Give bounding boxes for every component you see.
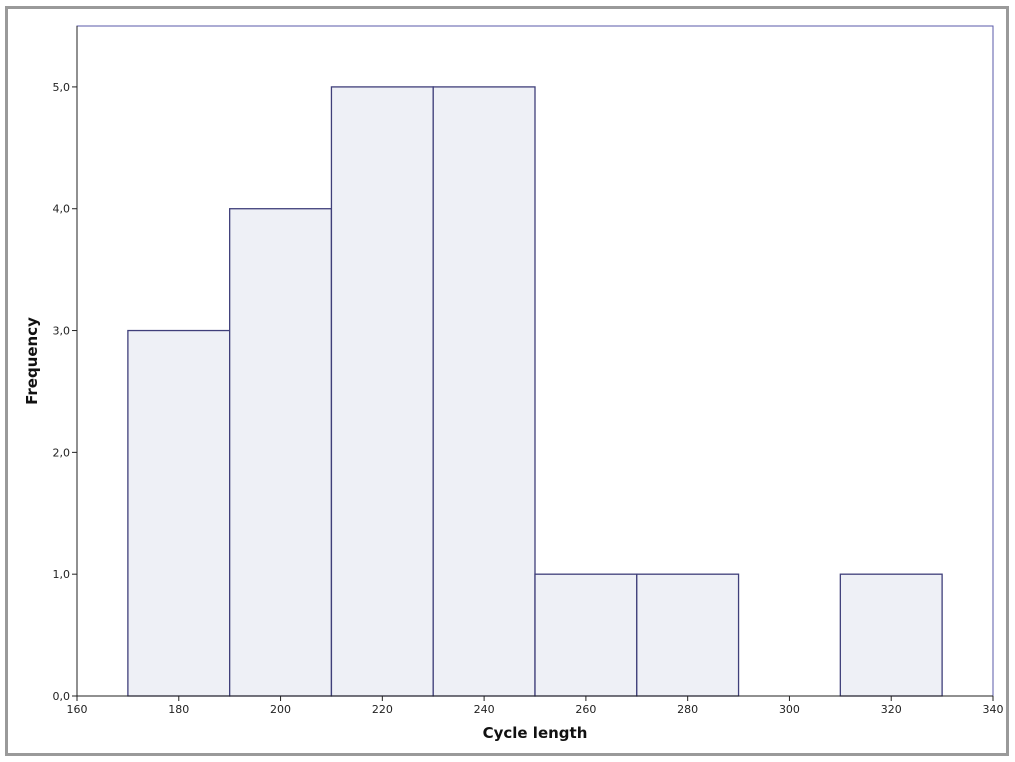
- x-tick-label: 160: [67, 703, 88, 716]
- x-tick-label: 260: [575, 703, 596, 716]
- y-tick-label: 2,0: [53, 446, 71, 459]
- x-tick-label: 220: [372, 703, 393, 716]
- x-tick-label: 300: [779, 703, 800, 716]
- x-tick-label: 320: [881, 703, 902, 716]
- x-axis: 160 180 200 220 240 260 280 300 320 340: [67, 695, 1004, 716]
- histogram-bar-170-190: [127, 329, 231, 697]
- y-axis: 0,0 1,0 2,0 3,0 4,0 5,0: [53, 26, 78, 703]
- y-tick-label: 4,0: [53, 203, 71, 216]
- histogram-bar-190-210: [229, 208, 333, 697]
- y-tick-label: 5,0: [53, 81, 71, 94]
- y-tick-label: 1,0: [53, 568, 71, 581]
- x-axis-title: Cycle length: [483, 724, 588, 742]
- x-tick-label: 340: [983, 703, 1004, 716]
- histogram-bar-310-330: [839, 573, 943, 697]
- y-axis-title: Frequency: [23, 317, 41, 405]
- y-tick-label: 3,0: [53, 325, 71, 338]
- x-tick-label: 200: [270, 703, 291, 716]
- x-tick-label: 240: [474, 703, 495, 716]
- histogram-bar-270-290: [636, 573, 740, 697]
- x-tick-label: 180: [168, 703, 189, 716]
- y-tick-label: 0,0: [53, 690, 71, 703]
- x-tick-label: 280: [677, 703, 698, 716]
- histogram-bar-230-250: [432, 86, 536, 697]
- histogram-bar-250-270: [534, 573, 638, 697]
- histogram-bar-210-230: [330, 86, 434, 697]
- bars-group: [127, 86, 943, 697]
